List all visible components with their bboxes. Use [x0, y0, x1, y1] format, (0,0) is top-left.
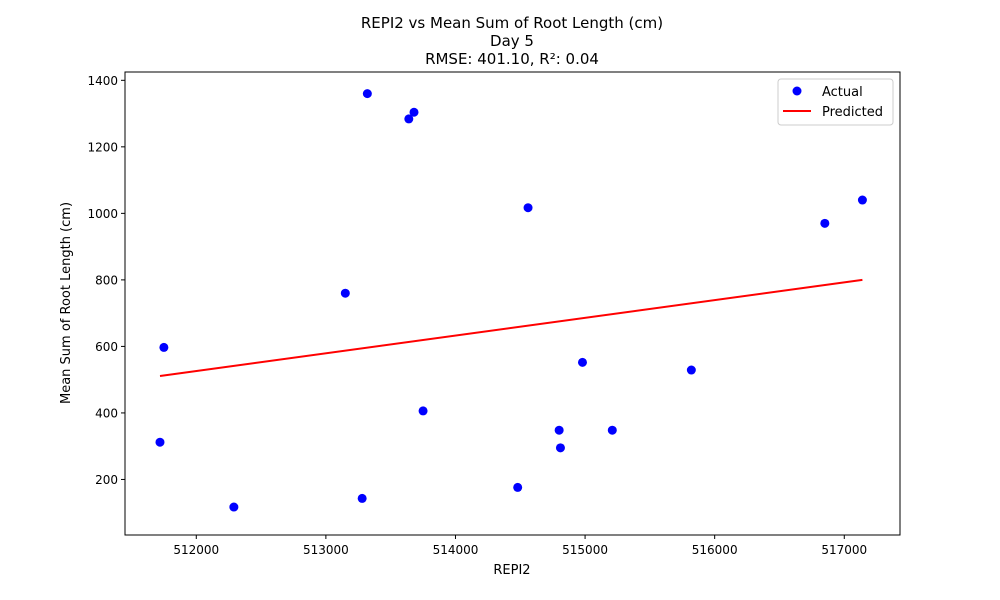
chart-title-line-2: Day 5: [490, 32, 534, 50]
actual-point-15: [607, 425, 617, 435]
x-tick-label: 517000: [821, 543, 867, 557]
legend: Actual Predicted: [777, 78, 894, 126]
actual-point-5: [357, 493, 367, 503]
actual-point-11: [523, 203, 533, 213]
x-tick-label: 512000: [173, 543, 219, 557]
actual-point-16: [686, 365, 696, 375]
legend-predicted-label: Predicted: [822, 105, 883, 120]
x-tick-label: 513000: [303, 543, 349, 557]
y-axis: 200 400 600 800 1000 1200 1400: [87, 74, 125, 487]
actual-point-6: [362, 89, 372, 99]
actual-point-9: [418, 406, 428, 416]
actual-point-14: [577, 357, 587, 367]
legend-box: [777, 78, 894, 126]
actual-point-18: [857, 195, 867, 205]
y-tick-label: 600: [95, 340, 118, 354]
plot-content: [155, 89, 867, 512]
y-tick-label: 800: [95, 273, 118, 287]
y-tick-label: 1200: [87, 140, 118, 154]
actual-point-4: [340, 288, 350, 298]
y-tick-label: 200: [95, 473, 118, 487]
y-tick-label: 1000: [87, 207, 118, 221]
legend-actual-label: Actual: [822, 85, 863, 100]
actual-point-10: [513, 482, 523, 492]
x-tick-label: 516000: [692, 543, 738, 557]
plot-frame: [124, 71, 901, 536]
predicted-line: [159, 278, 863, 378]
actual-point-13: [555, 443, 565, 453]
actual-point-7: [404, 114, 414, 124]
x-tick-label: 515000: [562, 543, 608, 557]
legend-actual-marker: [792, 86, 802, 96]
x-tick-label: 514000: [433, 543, 479, 557]
y-axis-label: Mean Sum of Root Length (cm): [59, 202, 74, 404]
x-axis: 512000 513000 514000 515000 516000 517000: [173, 535, 867, 557]
chart-title-line-1: REPI2 vs Mean Sum of Root Length (cm): [361, 14, 663, 32]
actual-point-3: [229, 502, 239, 512]
actual-point-12: [554, 425, 564, 435]
y-tick-label: 400: [95, 406, 118, 420]
actual-point-2: [159, 342, 169, 352]
x-axis-label: REPI2: [493, 563, 530, 578]
actual-point-8: [409, 107, 419, 117]
chart-title-line-3: RMSE: 401.10, R²: 0.04: [425, 50, 599, 68]
actual-point-17: [820, 218, 830, 228]
actual-point-1: [155, 437, 165, 447]
y-tick-label: 1400: [87, 74, 118, 88]
